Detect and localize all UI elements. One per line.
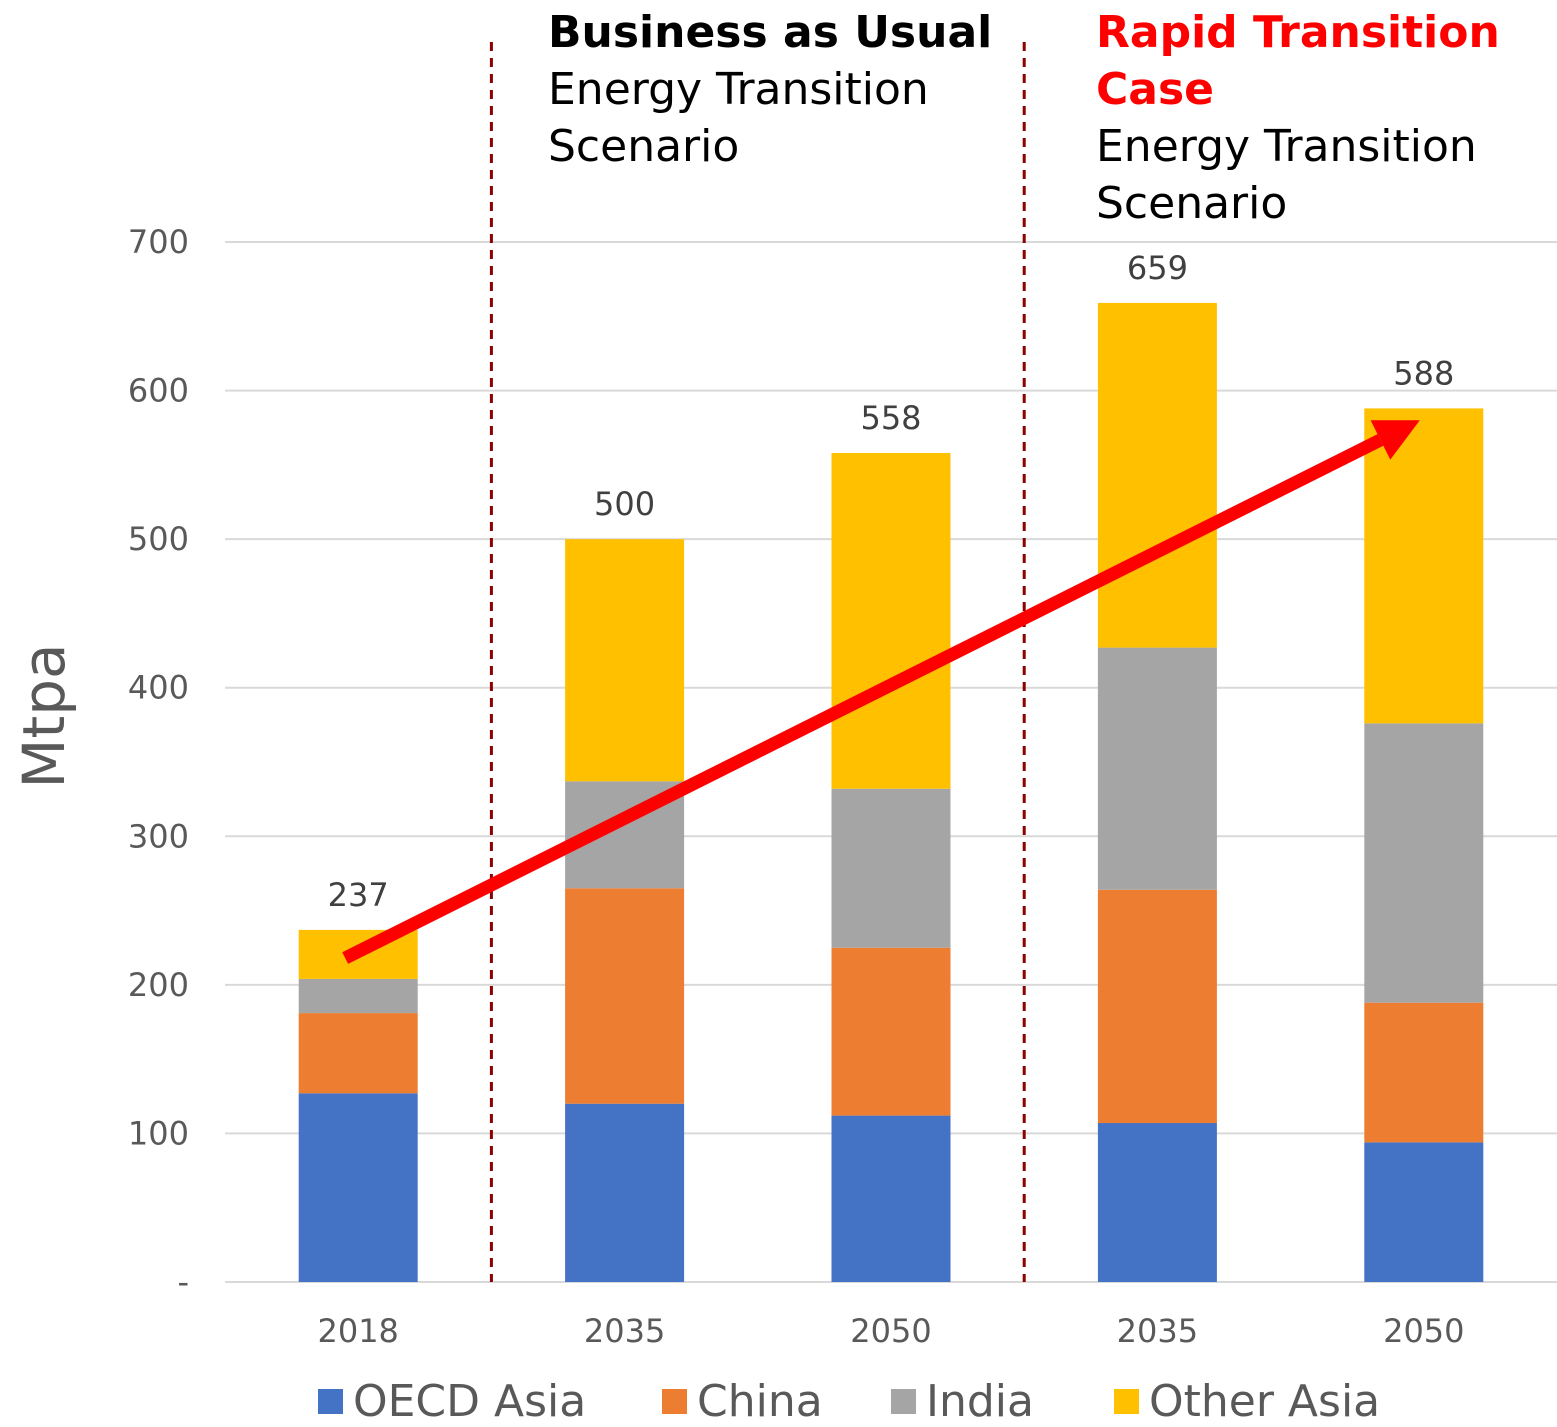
- legend-label-india: India: [926, 1375, 1034, 1427]
- legend-swatch-oecd-asia: [318, 1388, 343, 1414]
- y-tick-label: 400: [128, 669, 189, 707]
- trend-arrow: [342, 420, 1420, 964]
- y-axis-tick-labels: - 100 200 300 400 500 600 700: [128, 223, 189, 1301]
- legend-label-china: China: [697, 1375, 823, 1427]
- bar-segment: [831, 788, 951, 948]
- legend-label-oecd-asia: OECD Asia: [353, 1375, 587, 1427]
- bar-segment: [1364, 408, 1484, 724]
- x-tick-label: 2018: [317, 1312, 398, 1350]
- annotation-business-as-usual-title: Business as Usual: [548, 7, 993, 58]
- legend-item-china: China: [662, 1375, 823, 1427]
- bar-segment: [298, 1093, 418, 1282]
- annotation-rapid-transition-line2: Scenario: [1096, 178, 1288, 229]
- y-tick-label: 200: [128, 966, 189, 1004]
- stacked-bar-chart: - 100 200 300 400 500 600 700 Mtpa 237 500 558 659…: [10, 42, 1557, 1350]
- legend-item-india: India: [891, 1375, 1034, 1427]
- legend-label-other-asia: Other Asia: [1149, 1375, 1381, 1427]
- x-tick-label: 2035: [584, 1312, 665, 1350]
- y-tick-label: 500: [128, 520, 189, 558]
- legend-swatch-other-asia: [1114, 1388, 1139, 1414]
- legend: OECD Asia China India Other Asia: [0, 1375, 1557, 1427]
- bar-segment: [1097, 1123, 1217, 1282]
- bar-segment: [1097, 647, 1217, 890]
- bar-segment: [565, 539, 685, 782]
- bar-total-label: 500: [594, 485, 655, 523]
- bar-total-label: 558: [860, 399, 921, 437]
- legend-swatch-india: [891, 1388, 916, 1414]
- trend-arrow-shaft: [342, 434, 1384, 964]
- bar-segment: [831, 947, 951, 1116]
- bar-segment: [298, 978, 418, 1014]
- bar-segment: [1097, 302, 1217, 648]
- y-tick-label: 300: [128, 817, 189, 855]
- annotation-rapid-transition-title-line2: Case: [1096, 64, 1215, 115]
- y-tick-label: -: [177, 1263, 189, 1301]
- bar-total-labels: 237 500 558 659 588: [328, 249, 1455, 914]
- bar-segment: [1364, 723, 1484, 1003]
- bar-segment: [1364, 1002, 1484, 1143]
- annotation-rapid-transition: Rapid Transition Case Energy Transition …: [1096, 4, 1500, 232]
- bar-total-label: 588: [1393, 354, 1454, 392]
- bar-segment: [565, 888, 685, 1104]
- trend-arrow-head: [1370, 420, 1420, 460]
- annotation-rapid-transition-line1: Energy Transition: [1096, 121, 1477, 172]
- legend-swatch-china: [662, 1388, 687, 1414]
- bar-segment: [831, 452, 951, 789]
- x-tick-label: 2050: [1383, 1312, 1464, 1350]
- annotation-business-as-usual-line2: Scenario: [548, 121, 740, 172]
- x-tick-label: 2050: [850, 1312, 931, 1350]
- y-tick-label: 600: [128, 372, 189, 410]
- bar-total-label: 237: [328, 876, 389, 914]
- legend-item-other-asia: Other Asia: [1114, 1375, 1381, 1427]
- annotation-business-as-usual: Business as Usual Energy Transition Scen…: [548, 4, 992, 175]
- bar-segment: [298, 1013, 418, 1094]
- bar-segment: [1364, 1142, 1484, 1282]
- y-axis-label: Mtpa: [10, 643, 78, 788]
- annotation-business-as-usual-line1: Energy Transition: [548, 64, 929, 115]
- x-tick-label: 2035: [1117, 1312, 1198, 1350]
- y-tick-label: 700: [128, 223, 189, 261]
- bar-total-label: 659: [1127, 249, 1188, 287]
- bar-segment: [565, 1103, 685, 1282]
- x-axis-tick-labels: 2018 2035 2050 2035 2050: [317, 1312, 1464, 1350]
- bar-segment: [831, 1115, 951, 1282]
- bars: [298, 302, 1484, 1282]
- y-tick-label: 100: [128, 1114, 189, 1152]
- annotation-rapid-transition-title-line1: Rapid Transition: [1096, 7, 1500, 58]
- bar-segment: [1097, 889, 1217, 1124]
- legend-item-oecd-asia: OECD Asia: [318, 1375, 587, 1427]
